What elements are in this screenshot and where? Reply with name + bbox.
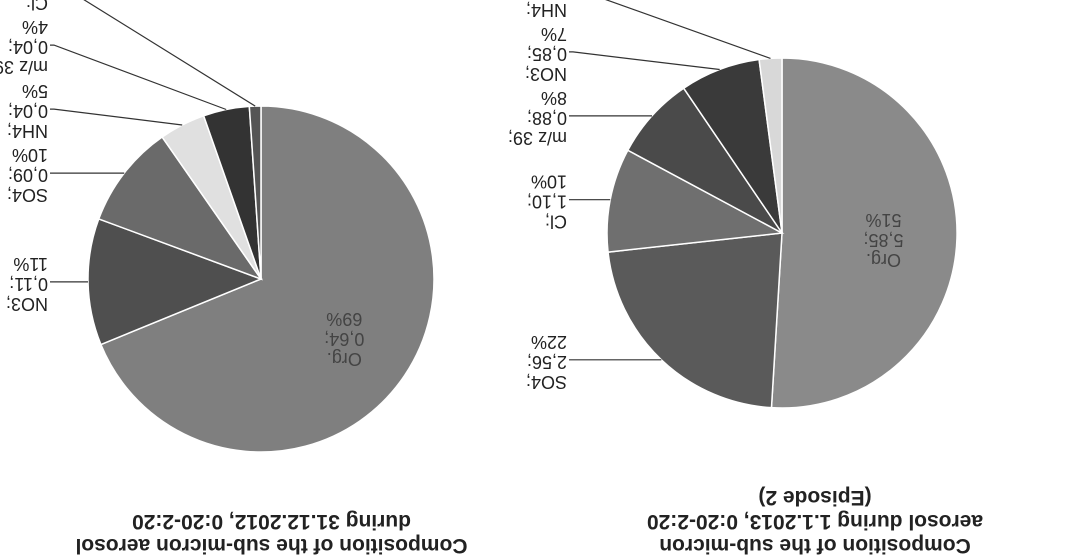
slice-label-m-z-39: 8% [541, 88, 567, 108]
slice-label-no3: 0,85; [527, 44, 567, 64]
slice-label-so4: 0,09; [8, 165, 48, 185]
slice-label-so4: SO4; [526, 372, 567, 392]
slice-label-no3: 11% [13, 254, 48, 274]
pie-slice-cl [606, 149, 785, 253]
leader-line-cl [83, 0, 256, 107]
leader-line-m-z-39 [50, 44, 227, 111]
slice-label-cl: 1,10; [527, 192, 567, 212]
pie-slice-org [770, 57, 958, 409]
leader-line-no3 [569, 51, 720, 71]
slice-label-no3: NO3; [525, 64, 567, 84]
slice-label-m-z-39: m/z 39; [508, 128, 567, 148]
slice-label-org: Org. [866, 250, 901, 270]
slice-label-so4: 10% [12, 145, 48, 165]
slice-label-no3: 7% [541, 24, 567, 44]
slice-label-nh4: 5% [22, 81, 48, 101]
slice-label-m-z-39: 0,88; [527, 108, 567, 128]
slice-label-so4: 22% [531, 332, 567, 352]
pie-slice-so4 [607, 232, 783, 409]
pie-slice-no3 [87, 217, 264, 346]
slice-label-nh4: 0,04; [8, 101, 48, 121]
leader-line-nh4 [605, 0, 771, 59]
slice-label-nh4: NH4; [7, 121, 48, 141]
slice-label-m-z-39: 4% [22, 17, 48, 37]
slice-label-so4: SO4; [7, 185, 48, 205]
slice-label-cl: Cl; [26, 0, 48, 13]
slice-label-m-z-39: 0,04; [8, 37, 48, 57]
slice-label-org: 69% [326, 309, 362, 329]
pie-chart-episode-2: Composition of the sub-micron aerosol du… [508, 0, 1087, 559]
pie-slice-nh4 [758, 57, 783, 234]
slice-label-so4: 2,56; [527, 352, 567, 372]
slice-label-cl: 10% [531, 172, 567, 192]
pie-chart-31-12-2012: Composition of the sub-micron aerosol du… [0, 0, 543, 559]
pie-svg: Org.5,85;51% SO4;2,56;22% Cl;1,10;10% m/z 3… [508, 0, 958, 409]
slice-label-org: 0,64; [324, 329, 364, 349]
slice-label-cl: Cl; [545, 212, 567, 232]
pie-slice-org [99, 105, 435, 453]
slice-label-no3: NO3; [6, 294, 48, 314]
slice-label-no3: 0,11; [9, 274, 48, 294]
slice-label-org: 5,85; [863, 230, 903, 250]
pie-svg: Org.0,64;69% NO3;0,11;11% SO4;0,09;10% NH4;… [0, 0, 435, 453]
slice-label-org: Org. [327, 349, 362, 369]
slice-label-nh4: NH4; [526, 0, 567, 20]
slice-label-org: 51% [865, 210, 901, 230]
leader-line-nh4 [50, 108, 183, 126]
slice-label-m-z-39: m/z 39; [0, 57, 48, 77]
